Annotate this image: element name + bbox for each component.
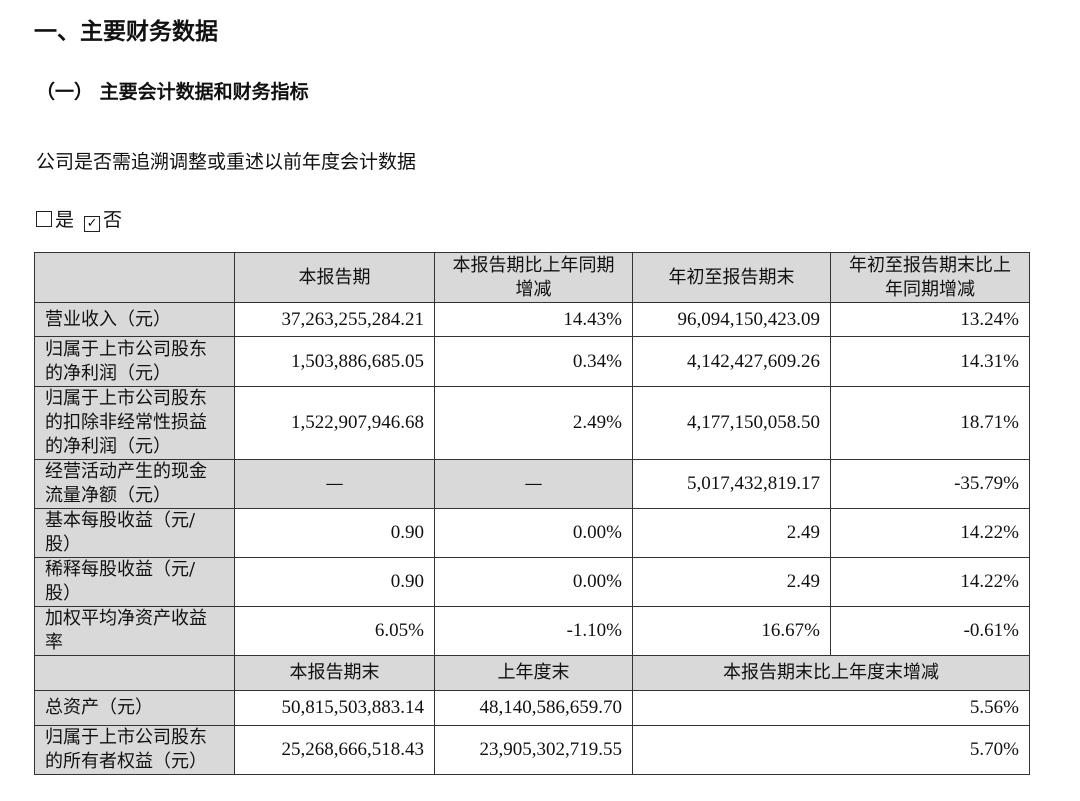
value-cell: 2.49 [632,557,831,607]
table-row: 加权平均净资产收益 率 6.05% -1.10% 16.67% -0.61% [34,606,1030,656]
table-row: 总资产（元） 50,815,503,883.14 48,140,586,659.70… [34,690,1030,726]
header-cell: 本报告期比上年同期 增减 [434,252,633,303]
table-row: 营业收入（元） 37,263,255,284.21 14.43% 96,094,150… [34,302,1030,337]
value-cell: -35.79% [830,459,1030,509]
header-cell: 上年度末 [434,655,633,691]
value-cell: 16.67% [632,606,831,656]
value-cell: 0.34% [434,336,633,387]
value-cell: 48,140,586,659.70 [434,690,633,726]
header-cell: 本报告期 [234,252,435,303]
value-cell: 14.22% [830,557,1030,607]
value-cell: 13.24% [830,302,1030,337]
table-row: 稀释每股收益（元/ 股） 0.90 0.00% 2.49 14.22% [34,557,1030,607]
restatement-question: 公司是否需追溯调整或重述以前年度会计数据 [36,151,417,173]
restatement-options: 是 ✓ 否 [36,205,122,232]
value-cell: 0.90 [234,557,435,607]
option-yes-label: 是 [55,209,75,231]
table-row: 归属于上市公司股东 的净利润（元） 1,503,886,685.05 0.34% 4,… [34,336,1030,387]
header-cell [34,252,235,303]
row-label: 总资产（元） [34,690,235,726]
header-cell: 本报告期末比上年度末增减 [632,655,1030,691]
option-no-label: 否 [103,209,123,231]
value-cell: 0.90 [234,508,435,558]
checkbox-checked-icon[interactable]: ✓ [84,216,101,232]
table-row: 经营活动产生的现金 流量净额（元） — —5,017,432,819.17 -35.7… [34,459,1030,509]
value-cell: 23,905,302,719.55 [434,725,633,775]
value-cell: 2.49 [632,508,831,558]
checkbox-unchecked-icon[interactable] [36,211,52,227]
value-cell: 6.05% [234,606,435,656]
value-cell: 14.31% [830,336,1030,387]
value-cell: 37,263,255,284.21 [234,302,435,337]
row-label: 营业收入（元） [34,302,235,337]
value-cell: 0.00% [434,557,633,607]
value-cell: 4,142,427,609.26 [632,336,831,387]
value-cell: — [434,459,633,509]
value-cell: -1.10% [434,606,633,656]
value-cell: 14.43% [434,302,633,337]
value-cell: 5.56% [632,690,1030,726]
row-label: 稀释每股收益（元/ 股） [34,557,235,607]
financial-data-table: 本报告期 本报告期比上年同期 增减 年初至报告期末 年初至报告期末比上 年同期增减 营业… [34,252,1030,775]
table-row: 归属于上市公司股东 的扣除非经常性损益 的净利润（元） 1,522,907,946… [34,386,1030,460]
value-cell: 1,522,907,946.68 [234,386,435,460]
value-cell: 0.00% [434,508,633,558]
value-cell: 50,815,503,883.14 [234,690,435,726]
value-cell: 1,503,886,685.05 [234,336,435,387]
row-label: 基本每股收益（元/ 股） [34,508,235,558]
value-cell: 18.71% [830,386,1030,460]
subsection-heading: （一） 主要会计数据和财务指标 [36,81,309,103]
row-label: 经营活动产生的现金 流量净额（元） [34,459,235,509]
value-cell: -0.61% [830,606,1030,656]
value-cell: 96,094,150,423.09 [632,302,831,337]
option-yes[interactable]: 是 [36,205,74,232]
value-cell: 2.49% [434,386,633,460]
value-cell: 5.70% [632,725,1030,775]
row-label: 归属于上市公司股东 的扣除非经常性损益 的净利润（元） [34,386,235,460]
section-heading: 一、主要财务数据 [34,19,218,45]
table-row: 归属于上市公司股东 的所有者权益（元） 25,268,666,518.43 23,9… [34,725,1030,775]
table-header-row-2: 本报告期末 上年度末 本报告期末比上年度末增减 [34,655,1030,691]
header-cell: 年初至报告期末比上 年同期增减 [830,252,1030,303]
value-cell: 5,017,432,819.17 [632,459,831,509]
option-no[interactable]: ✓ 否 [84,205,122,232]
table-header-row: 本报告期 本报告期比上年同期 增减 年初至报告期末 年初至报告期末比上 年同期增减 [34,252,1030,303]
header-cell [34,655,235,691]
value-cell: 25,268,666,518.43 [234,725,435,775]
header-cell: 本报告期末 [234,655,435,691]
row-label: 归属于上市公司股东 的净利润（元） [34,336,235,387]
row-label: 加权平均净资产收益 率 [34,606,235,656]
value-cell: — [234,459,435,509]
header-cell: 年初至报告期末 [632,252,831,303]
value-cell: 4,177,150,058.50 [632,386,831,460]
row-label: 归属于上市公司股东 的所有者权益（元） [34,725,235,775]
value-cell: 14.22% [830,508,1030,558]
table-row: 基本每股收益（元/ 股） 0.90 0.00% 2.49 14.22% [34,508,1030,558]
